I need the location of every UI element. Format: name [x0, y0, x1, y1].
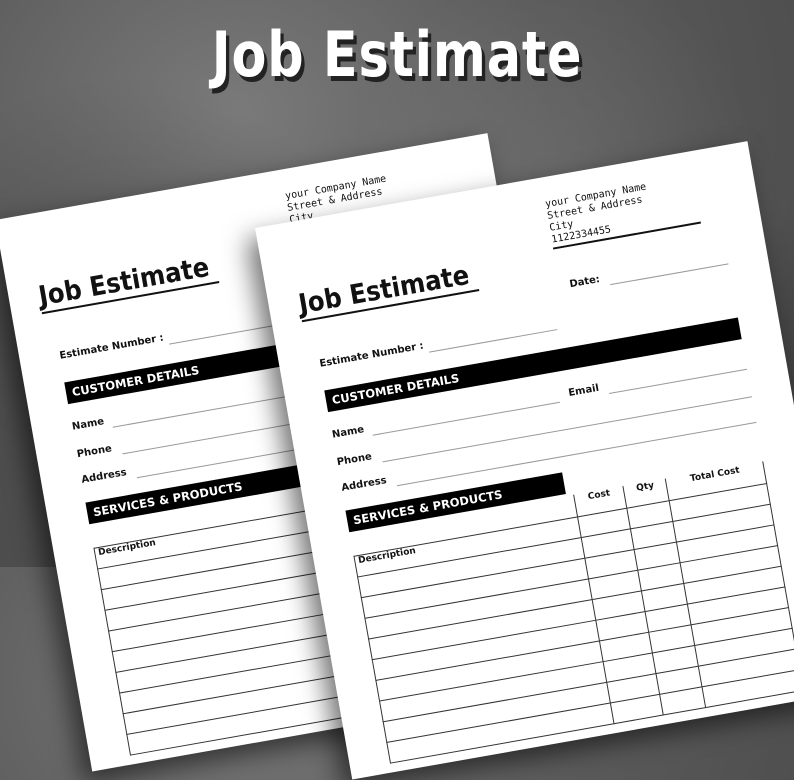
date-label: Date:: [568, 273, 601, 291]
estimate-form-page: your Company Name Street & Address City …: [255, 141, 794, 780]
phone-field[interactable]: [382, 396, 752, 463]
hero-title: Job Estimate: [211, 18, 583, 91]
name-field[interactable]: [112, 393, 300, 428]
estimate-number-label: Estimate Number :: [58, 332, 165, 362]
company-block: your Company Name Street & Address City …: [544, 173, 701, 250]
customer-details-header: CUSTOMER DETAILS: [324, 317, 742, 413]
name-label: Name: [71, 416, 105, 433]
estimate-number-label: Estimate Number :: [318, 340, 425, 370]
date-field[interactable]: [610, 263, 729, 286]
phone-label: Phone: [336, 451, 373, 469]
estimate-number-field[interactable]: [429, 329, 558, 353]
address-label: Address: [80, 467, 128, 486]
phone-label: Phone: [76, 443, 113, 461]
name-label: Name: [331, 424, 365, 441]
form-title: Job Estimate: [296, 258, 479, 323]
form-title: Job Estimate: [36, 250, 219, 315]
name-field[interactable]: [372, 401, 560, 436]
email-field[interactable]: [609, 368, 748, 395]
email-label: Email: [567, 382, 600, 399]
address-label: Address: [340, 475, 388, 494]
